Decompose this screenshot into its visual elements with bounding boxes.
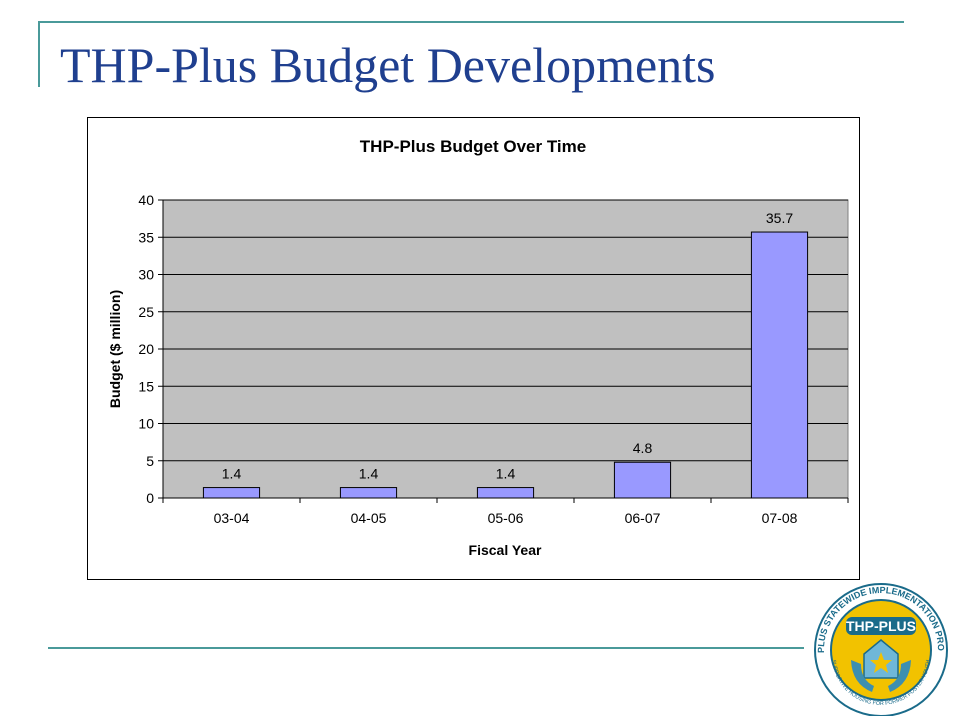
y-tick-label: 15	[138, 378, 154, 394]
y-tick-label: 30	[138, 267, 154, 283]
right-hand-icon	[888, 660, 911, 692]
y-tick-label: 20	[138, 341, 154, 357]
data-label-04-05: 1.4	[359, 466, 379, 482]
data-label-03-04: 1.4	[222, 466, 242, 482]
data-label-07-08: 35.7	[766, 210, 793, 226]
bar-07-08	[750, 231, 809, 499]
chart-title: THP-Plus Budget Over Time	[360, 137, 586, 156]
plot-area: 0 5 10 15 20 25 30 35 40 1.4 03-04 1.4 04-05 1.4 05-06…	[138, 192, 849, 526]
slide-title: THP-Plus Budget Developments	[60, 37, 716, 93]
top-accent-rule	[38, 21, 904, 23]
budget-chart: THP-Plus Budget Over Time Budget ($ mill…	[87, 117, 860, 580]
data-label-06-07: 4.8	[633, 440, 653, 456]
x-tick-label-04-05: 04-05	[351, 510, 387, 526]
y-tick-label: 25	[138, 304, 154, 320]
y-axis-title: Budget ($ million)	[107, 290, 123, 408]
star-icon	[870, 652, 892, 673]
bar-05-06	[476, 487, 535, 499]
y-tick-label: 35	[138, 229, 154, 245]
y-tick-label: 40	[138, 192, 154, 208]
bar-03-04	[202, 487, 261, 499]
x-tick-label-06-07: 06-07	[625, 510, 661, 526]
bar-04-05	[339, 487, 398, 499]
x-tick-label-05-06: 05-06	[488, 510, 524, 526]
x-tick-label-03-04: 03-04	[214, 510, 250, 526]
y-tick-label: 10	[138, 416, 154, 432]
thp-plus-logo: THP-PLUS STATEWIDE IMPLEMENTATION PROJEC…	[803, 572, 956, 717]
y-tick-label: 5	[146, 453, 154, 469]
x-tick-label-07-08: 07-08	[762, 510, 798, 526]
left-hand-icon	[851, 660, 874, 692]
logo-center-text: THP-PLUS	[846, 618, 916, 634]
logo-seal: THP-PLUS STATEWIDE IMPLEMENTATION PROJEC…	[803, 572, 948, 717]
chart-svg: THP-Plus Budget Over Time Budget ($ mill…	[87, 117, 860, 580]
y-tick-label: 0	[146, 490, 154, 506]
bar-06-07	[613, 461, 672, 499]
bottom-accent-rule	[48, 647, 804, 649]
x-axis-title: Fiscal Year	[469, 542, 542, 558]
left-accent-rule	[38, 21, 40, 87]
data-label-05-06: 1.4	[496, 466, 516, 482]
